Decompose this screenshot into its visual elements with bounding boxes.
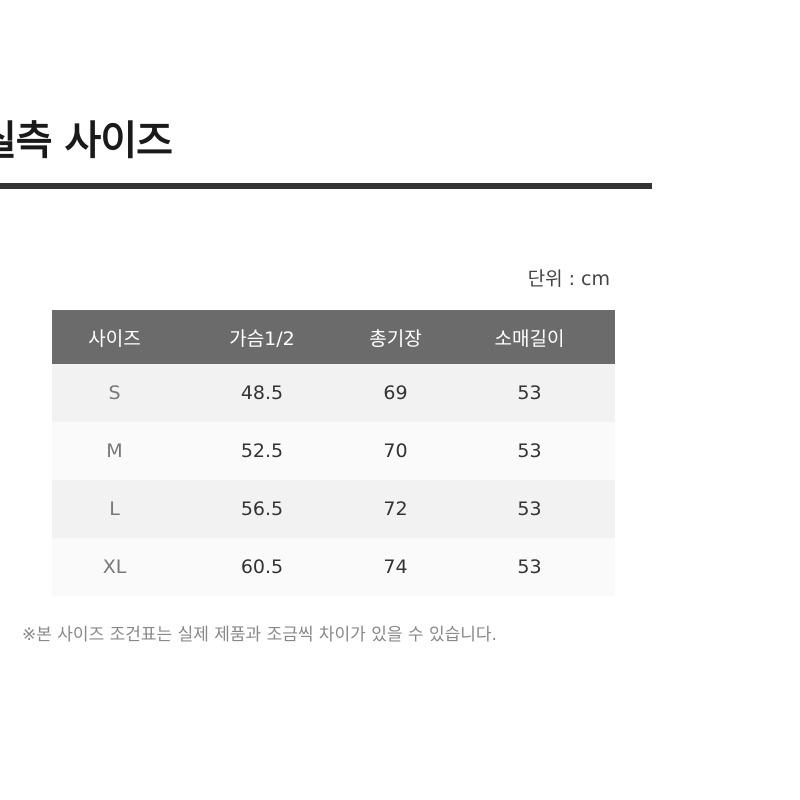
table-cell: 56.5 xyxy=(177,480,347,538)
column-header: 사이즈 xyxy=(52,310,177,364)
table-cell: M xyxy=(52,422,177,480)
table-cell: S xyxy=(52,364,177,422)
table-cell: 53 xyxy=(444,480,615,538)
column-header: 총기장 xyxy=(347,310,444,364)
table-row: M 52.5 70 53 xyxy=(52,422,615,480)
table-cell: 53 xyxy=(444,422,615,480)
table-row: XL 60.5 74 53 xyxy=(52,538,615,596)
column-header: 가슴1/2 xyxy=(177,310,347,364)
column-header: 소매길이 xyxy=(444,310,615,364)
table-cell: 70 xyxy=(347,422,444,480)
title: 실측 사이즈 xyxy=(0,118,173,164)
note: ※본 사이즈 조건표는 실제 제품과 조금씩 차이가 있을 수 있습니다. xyxy=(22,625,497,645)
table-cell: 53 xyxy=(444,538,615,596)
table-row: S 48.5 69 53 xyxy=(52,364,615,422)
table-cell: 53 xyxy=(444,364,615,422)
table-cell: 74 xyxy=(347,538,444,596)
table-cell: 69 xyxy=(347,364,444,422)
unit-label: 단위 : cm xyxy=(527,268,610,290)
header-row: 사이즈 가슴1/2 총기장 소매길이 xyxy=(52,310,615,364)
table-cell: L xyxy=(52,480,177,538)
table-body: S 48.5 69 53 M 52.5 70 53 L 56.5 72 53 XL 60.5 74 53 xyxy=(52,364,615,596)
divider xyxy=(0,183,652,189)
table-cell: XL xyxy=(52,538,177,596)
table-cell: 52.5 xyxy=(177,422,347,480)
size-table: 사이즈 가슴1/2 총기장 소매길이 S 48.5 69 53 M 52.5 70 53 L 56.5 7… xyxy=(52,310,615,596)
table-cell: 48.5 xyxy=(177,364,347,422)
table-cell: 72 xyxy=(347,480,444,538)
table-cell: 60.5 xyxy=(177,538,347,596)
table-row: L 56.5 72 53 xyxy=(52,480,615,538)
